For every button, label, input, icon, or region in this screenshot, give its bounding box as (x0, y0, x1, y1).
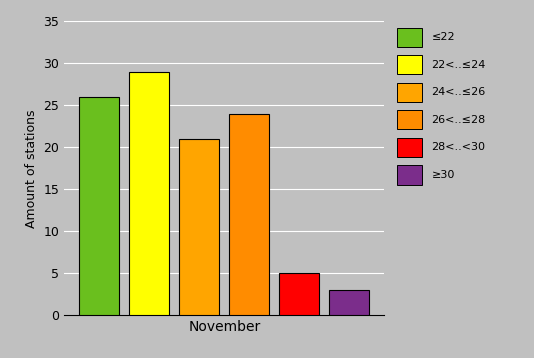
Bar (397, 28, 422, 47)
Text: 26<..≤28: 26<..≤28 (431, 115, 486, 125)
Bar (329, 290, 370, 315)
Bar (397, 110, 422, 130)
Bar (397, 165, 422, 184)
Bar (179, 139, 219, 315)
Bar (397, 138, 422, 157)
Bar (129, 72, 169, 315)
Text: ≥30: ≥30 (431, 170, 455, 180)
Text: 28<..<30: 28<..<30 (431, 142, 485, 153)
Bar (279, 273, 319, 315)
Text: 24<..≤26: 24<..≤26 (431, 87, 486, 97)
Text: 22<..≤24: 22<..≤24 (431, 60, 486, 70)
Bar (229, 114, 269, 315)
Bar (397, 83, 422, 102)
Text: ≤22: ≤22 (431, 32, 455, 42)
Y-axis label: Amount of stations: Amount of stations (25, 109, 38, 228)
Bar (397, 55, 422, 74)
Bar (79, 97, 119, 315)
